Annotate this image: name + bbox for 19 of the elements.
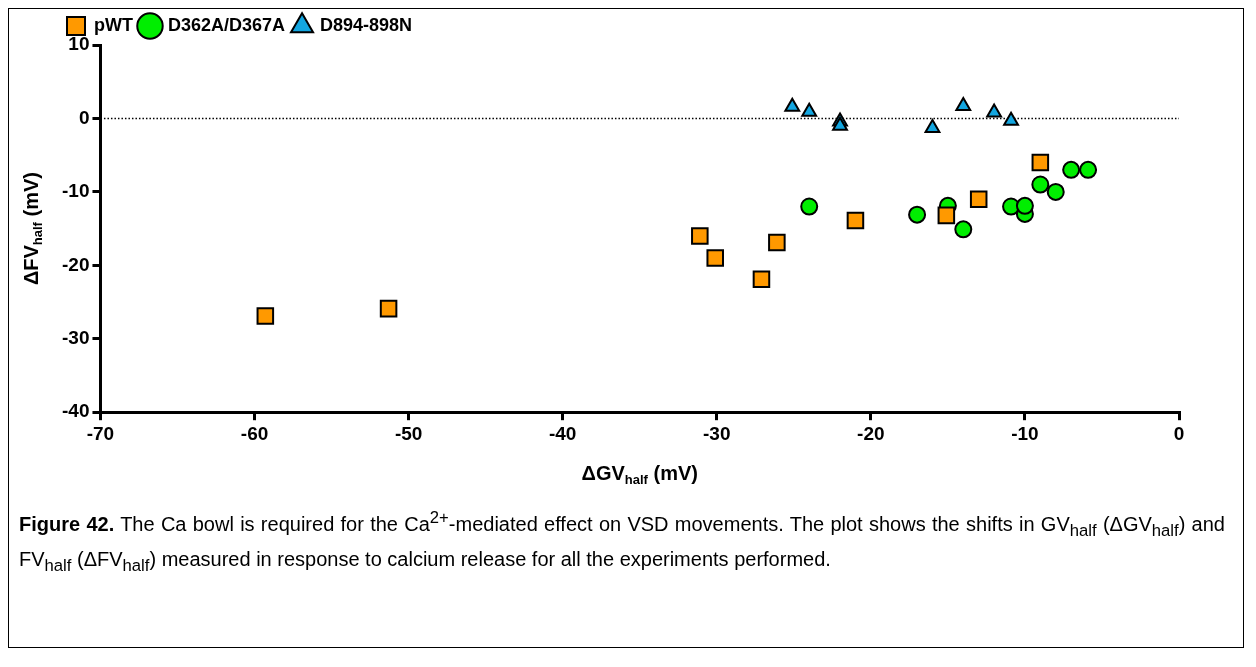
x-tick-label: -60 [240,422,269,444]
y-tick-label: -20 [61,253,90,275]
y-tick-label: -10 [61,180,90,202]
x-tick-label: -10 [1011,422,1039,444]
y-tick-label: 0 [78,106,90,128]
y-tick-label: -40 [61,400,90,422]
x-tick-label: -50 [394,422,423,444]
x-tick-label: -40 [548,422,577,444]
x-tick-label: 0 [1173,422,1185,444]
y-tick-label: 10 [68,33,90,55]
legend-label: D362A/D367A [167,14,286,35]
text: Figure 42. The Ca bowl is required for the Ca$^{2+}$-mediated effect on VSD movements. The plot shows the shifts in GV$_{half}$ (ΔGV$_{half}$) and FV$_{half}$ (ΔFV$_{half}$) measured in response to calcium release for all the experiments performed. [19,508,1225,575]
legend-label: D894-898N [320,14,413,35]
x-tick-label: -30 [703,422,731,444]
legend-label: pWT [94,14,133,35]
x-tick-label: -70 [86,422,115,444]
x-tick-label: -20 [857,422,885,444]
y-tick-label: -30 [61,326,90,348]
y-axis-title: ΔFVhalf (mV) [19,172,46,286]
